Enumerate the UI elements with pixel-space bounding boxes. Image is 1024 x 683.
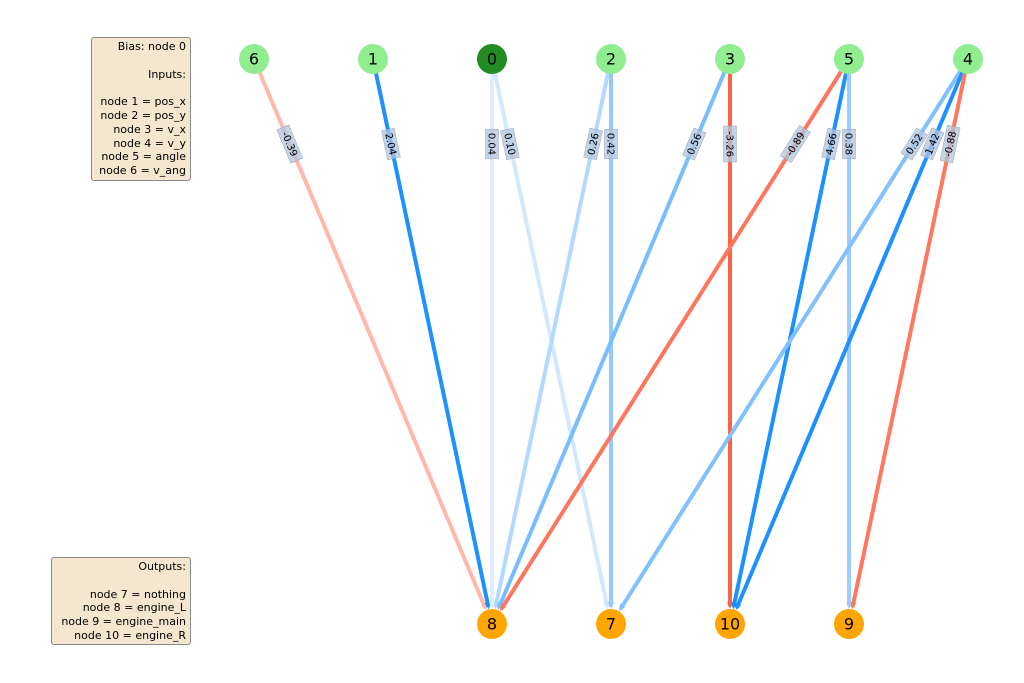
node-label-8: 8 [487,615,497,634]
legend-line: node 8 = engine_L [82,601,186,615]
edge-labels-layer: -0.39 2.04 0.04 0.10 0.26 0.42 0.56 -3.26 -0.89 4… [276,124,961,164]
legend-line [96,81,186,95]
edge-label-group: 0.10 [500,127,520,161]
edge-label-box [779,124,811,164]
legend-line: Bias: node 0 [117,40,186,53]
edge-arrowhead [846,602,852,609]
node-label-0: 0 [487,50,497,69]
node-label-3: 3 [725,50,735,69]
outputs-legend: Outputs: node 7 = nothing node 8 = engine_… [51,557,191,645]
edge-label-box [842,128,856,160]
node-label-1: 1 [368,50,378,69]
edge-label-box [900,127,929,161]
nodes-layer: 0 1 2 3 4 5 6 7 8 9 10 [239,44,983,639]
legend-line: node 10 = engine_R [74,628,186,642]
node-9 [834,609,864,639]
node-label-7: 7 [606,615,616,634]
node-4 [953,44,983,74]
edge-label-group: -0.39 [276,124,304,164]
edge-arrowhead [619,603,626,612]
edge-label-group: -0.88 [939,124,961,164]
edge-arrowhead [735,602,742,611]
legend-line: Inputs: [148,67,186,81]
edge-arrowhead [603,601,610,610]
edge-weight-label: 0.04 [486,133,497,155]
edge-label-group: 0.42 [604,128,618,160]
node-10 [715,609,745,639]
bias-inputs-legend: Bias: node 0 Inputs: node 1 = pos_x node 2 … [91,37,191,181]
edge-label-box [276,124,304,164]
edge-label-box [381,127,401,161]
edge-label-group: 2.04 [381,127,401,161]
edge-weight-label: 0.10 [501,132,516,156]
edge-weight-label: 4.66 [824,132,839,156]
legend-line [56,574,186,588]
node-label-10: 10 [720,615,740,634]
edge-arrowhead [850,601,857,610]
node-1 [358,44,388,74]
node-label-2: 2 [606,50,616,69]
edge-weight-label: 0.42 [605,133,616,155]
edge-label-box [682,127,707,161]
legend-line: Outputs: [138,560,186,573]
edge-weight-label: 0.56 [686,132,705,157]
node-8 [477,609,507,639]
node-7 [596,609,626,639]
edge-arrowhead [484,601,491,610]
edge-label-box [723,125,737,163]
node-5 [834,44,864,74]
edge-weight-label: -3.26 [724,131,735,157]
edge-label-box [604,128,618,160]
node-6 [239,44,269,74]
edge-label-box [583,127,603,161]
legend-line: node 1 = pos_x [100,95,186,109]
edge-label-group: 0.38 [842,128,856,160]
edge-label-group: 4.66 [821,127,841,161]
node-0 [477,44,507,74]
edge-arrowhead [727,602,733,609]
edge-arrowhead [489,602,495,609]
legend-line: node 5 = angle [101,150,186,164]
edge-weight-label: 0.26 [586,132,601,156]
edge-label-group: -0.89 [779,124,811,164]
edge-weight-label: 2.04 [382,132,397,156]
legend-line: node 6 = v_ang [99,164,186,178]
edge-label-group: 0.04 [485,128,499,160]
edge-arrowhead [608,602,614,609]
node-label-4: 4 [963,50,973,69]
node-label-6: 6 [249,50,259,69]
node-3 [715,44,745,74]
edge-label-box [821,127,841,161]
edge-arrowhead [500,603,507,612]
edge-label-group: 0.56 [682,127,707,161]
edge-weight-label: 0.38 [843,133,854,155]
legend-line: node 2 = pos_y [100,108,186,122]
edge-label-group: 0.26 [583,127,603,161]
edge-label-box [939,124,961,164]
edge-label-box [485,128,499,160]
edge-label-box [920,127,945,161]
node-label-5: 5 [844,50,854,69]
legend-line [96,54,186,68]
edge-label-box [500,127,520,161]
legend-line: node 7 = nothing [89,587,186,601]
edge-arrowhead [480,602,487,611]
edge-weight-label: -0.88 [943,130,959,158]
legend-line: node 4 = v_y [113,136,186,150]
legend-line: node 9 = engine_main [61,615,186,629]
node-2 [596,44,626,74]
edge-label-group: -3.26 [723,125,737,163]
legend-line: node 3 = v_x [113,122,186,136]
node-label-9: 9 [844,615,854,634]
